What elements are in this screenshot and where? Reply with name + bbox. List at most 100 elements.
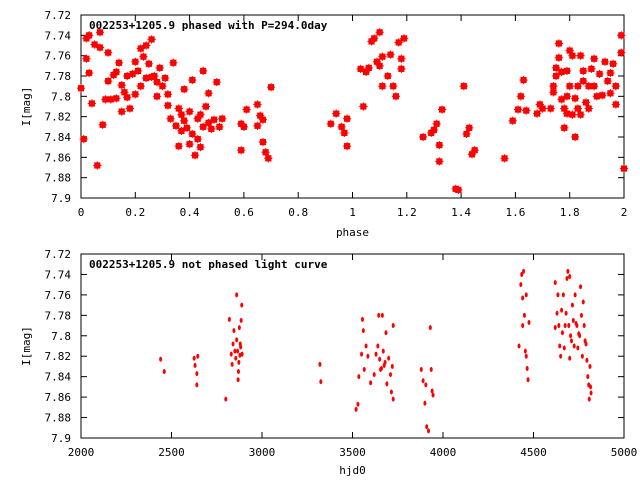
- data-point: [235, 292, 239, 298]
- data-point: [264, 154, 273, 163]
- data-point: [85, 31, 94, 40]
- data-point: [342, 114, 352, 123]
- data-point: [174, 104, 183, 113]
- data-point: [522, 312, 526, 318]
- data-point: [374, 351, 378, 357]
- x-tick-label: 3000: [249, 446, 276, 459]
- data-point: [239, 317, 243, 323]
- data-point: [196, 143, 205, 152]
- y-tick-label: 7.76: [45, 50, 72, 63]
- data-point: [558, 343, 562, 349]
- data-point: [557, 323, 561, 329]
- data-point: [465, 123, 474, 132]
- data-point: [237, 325, 241, 331]
- data-point: [131, 90, 140, 99]
- data-point: [519, 75, 528, 85]
- data-point: [617, 48, 626, 57]
- data-point: [425, 424, 429, 430]
- y-tick-label: 7.9: [51, 432, 71, 445]
- data-point: [177, 110, 186, 119]
- data-point: [561, 292, 565, 298]
- data-point: [133, 66, 143, 76]
- x-tick-label: 3500: [339, 446, 366, 459]
- data-point: [196, 353, 200, 359]
- data-point: [162, 369, 166, 375]
- data-point: [552, 71, 561, 81]
- data-point: [454, 185, 463, 194]
- data-point: [169, 58, 178, 67]
- data-point: [589, 384, 593, 390]
- data-point: [560, 330, 564, 336]
- data-point: [158, 82, 167, 91]
- y-tick-label: 7.72: [45, 248, 72, 261]
- data-point: [559, 353, 563, 359]
- data-point: [580, 353, 584, 359]
- data-point: [171, 121, 181, 130]
- data-point: [253, 100, 262, 109]
- data-point: [390, 363, 394, 369]
- data-point: [235, 337, 239, 343]
- data-point: [516, 92, 525, 101]
- plot-frame: [80, 253, 625, 439]
- data-point: [571, 132, 580, 142]
- data-point: [240, 302, 244, 308]
- data-point: [603, 76, 612, 86]
- data-point: [199, 122, 208, 131]
- data-point: [357, 374, 361, 380]
- data-point: [319, 379, 323, 385]
- data-point: [236, 348, 240, 354]
- data-point: [253, 121, 262, 130]
- plot-title: 002253+1205.9 phased with P=294.0day: [89, 19, 328, 32]
- data-point: [581, 98, 591, 107]
- data-point: [428, 325, 432, 331]
- data-point: [570, 302, 574, 308]
- data-point: [356, 401, 360, 407]
- data-point: [524, 292, 528, 298]
- data-point: [190, 151, 200, 160]
- data-point: [573, 104, 582, 113]
- data-point: [567, 323, 571, 329]
- y-tick-label: 7.74: [45, 268, 72, 281]
- data-point: [391, 92, 401, 101]
- data-point: [372, 372, 376, 378]
- data-point: [568, 110, 577, 119]
- data-point: [136, 82, 145, 91]
- data-point: [163, 90, 172, 99]
- data-point: [519, 282, 523, 288]
- data-point: [546, 104, 555, 113]
- data-point: [117, 107, 126, 116]
- data-point: [188, 75, 197, 85]
- data-point: [117, 81, 126, 90]
- data-point: [195, 382, 199, 388]
- data-point: [590, 54, 599, 63]
- data-point: [579, 76, 588, 86]
- data-point: [215, 122, 224, 131]
- data-point: [430, 388, 434, 394]
- data-point: [470, 146, 479, 155]
- data-point: [234, 355, 238, 361]
- data-point: [95, 43, 105, 52]
- data-point: [375, 61, 384, 70]
- data-point: [533, 109, 542, 118]
- data-point: [584, 104, 593, 113]
- data-point: [552, 63, 561, 72]
- y-tick-label: 7.9: [51, 192, 71, 205]
- data-point: [525, 365, 529, 371]
- data-point: [163, 101, 172, 110]
- data-point: [582, 323, 586, 329]
- data-point: [104, 48, 113, 57]
- data-point: [423, 400, 427, 406]
- data-point: [166, 114, 175, 123]
- data-point: [240, 351, 244, 357]
- data-point: [553, 325, 557, 331]
- data-point: [155, 63, 164, 72]
- data-point: [152, 78, 162, 87]
- data-point: [555, 310, 559, 316]
- data-point: [125, 104, 134, 113]
- data-point: [562, 345, 566, 351]
- data-point: [364, 63, 373, 72]
- data-point: [218, 114, 227, 123]
- x-tick-label: 0.2: [125, 206, 145, 219]
- data-point: [266, 83, 276, 92]
